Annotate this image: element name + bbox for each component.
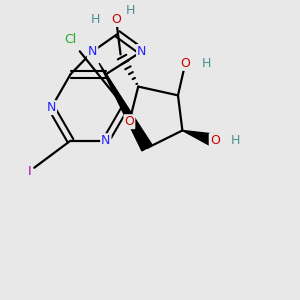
Text: H: H — [126, 4, 136, 17]
Text: O: O — [111, 13, 121, 26]
Text: O: O — [180, 57, 190, 70]
Text: O: O — [124, 115, 134, 128]
Text: N: N — [88, 45, 97, 58]
Text: O: O — [210, 134, 220, 147]
Text: I: I — [28, 165, 31, 178]
Text: O: O — [111, 13, 121, 26]
Polygon shape — [99, 63, 152, 151]
Text: O: O — [111, 13, 121, 26]
Text: Cl: Cl — [64, 33, 76, 46]
Text: H: H — [231, 134, 240, 147]
Text: N: N — [47, 101, 56, 114]
Text: O: O — [180, 57, 190, 70]
Polygon shape — [182, 130, 213, 145]
Text: N: N — [101, 134, 110, 147]
Text: H: H — [201, 57, 211, 70]
Text: N: N — [137, 45, 146, 58]
Text: O: O — [210, 134, 220, 147]
Text: H: H — [91, 13, 100, 26]
